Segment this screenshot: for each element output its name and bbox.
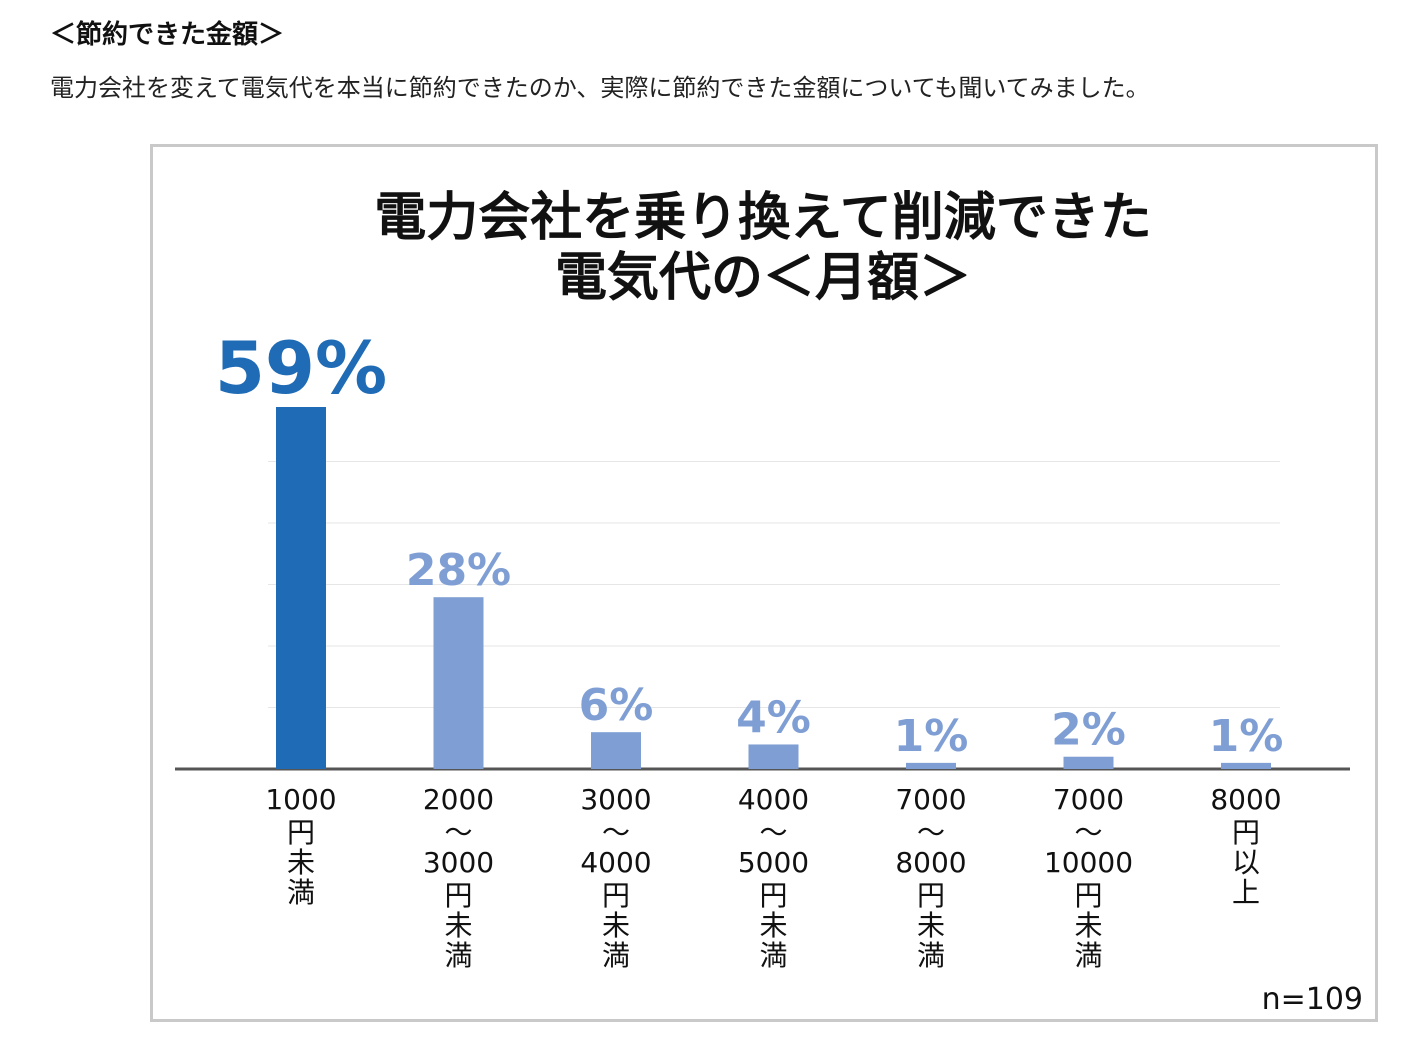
bar-3 (591, 732, 641, 769)
category-label-1-line-2: 円 (287, 816, 315, 849)
category-label-4-line-5: 未 (759, 909, 787, 942)
category-label-6-line-6: 満 (1074, 939, 1102, 972)
category-label-2-line-4: 円 (444, 879, 472, 912)
value-label-2: 28% (406, 545, 511, 596)
value-label-5: 1% (894, 711, 969, 762)
bar-2 (433, 597, 484, 769)
category-label-5-line-6: 満 (917, 939, 945, 972)
section-heading: ＜節約できた金額＞ (50, 20, 285, 50)
category-label-5-line-3: 8000 (895, 846, 966, 879)
chart-title-line-1: 電力会社を乗り換えて削減できた (374, 188, 1151, 248)
category-label-7-line-4: 上 (1232, 876, 1260, 909)
bar-chart: 電力会社を乗り換えて削減できた電気代の＜月額＞59%1000円未満28%2000… (175, 188, 1363, 1017)
category-label-1-line-4: 満 (287, 876, 315, 909)
category-label-5-line-4: 円 (917, 879, 945, 912)
chart-frame: 電力会社を乗り換えて削減できた 電気代の＜月額＞ 59% 1000 円未満 28% 2000… (150, 144, 1378, 1022)
category-label-6-line-2: 〜 (1074, 816, 1102, 849)
value-label-3: 6% (579, 680, 654, 731)
value-label-6: 2% (1051, 705, 1126, 756)
category-label-3-line-2: 〜 (602, 816, 630, 849)
value-label-4: 4% (736, 692, 811, 743)
category-label-6-line-5: 未 (1074, 909, 1102, 942)
category-label-1-line-1: 1000 (265, 783, 336, 816)
category-label-6-line-3: 10000 (1044, 846, 1133, 879)
bar-7 (1221, 762, 1271, 769)
category-label-2-line-2: 〜 (444, 816, 472, 849)
category-label-3-line-1: 3000 (580, 783, 651, 816)
value-label-1: 59% (215, 326, 387, 410)
category-label-2-line-3: 3000 (423, 846, 494, 879)
category-label-1-line-3: 未 (287, 846, 315, 879)
category-label-4-line-2: 〜 (759, 816, 787, 849)
category-label-4-line-3: 5000 (738, 846, 809, 879)
sample-size-label: n=109 (1262, 982, 1363, 1017)
bar-4 (748, 744, 799, 769)
category-label-3-line-6: 満 (602, 939, 630, 972)
category-label-6-line-4: 円 (1074, 879, 1102, 912)
category-label-6-line-1: 7000 (1053, 783, 1124, 816)
intro-text: 電力会社を変えて電気代を本当に節約できたのか、実際に節約できた金額についても聞い… (50, 74, 1150, 102)
chart-title-line-2: 電気代の＜月額＞ (555, 248, 971, 308)
category-label-4-line-1: 4000 (738, 783, 809, 816)
category-label-3-line-3: 4000 (580, 846, 651, 879)
category-label-4-line-6: 満 (759, 939, 787, 972)
category-label-7-line-2: 円 (1232, 816, 1260, 849)
category-label-2-line-1: 2000 (423, 783, 494, 816)
category-label-5-line-1: 7000 (895, 783, 966, 816)
category-label-3-line-4: 円 (602, 879, 630, 912)
category-label-7-line-3: 以 (1232, 846, 1260, 879)
category-label-5-line-5: 未 (917, 909, 945, 942)
bar-6 (1063, 756, 1114, 769)
value-label-7: 1% (1209, 711, 1284, 762)
bar-5 (906, 762, 956, 769)
category-label-2-line-5: 未 (444, 909, 472, 942)
category-label-4-line-4: 円 (759, 879, 787, 912)
category-label-5-line-2: 〜 (917, 816, 945, 849)
category-label-2-line-6: 満 (444, 939, 472, 972)
category-label-7-line-1: 8000 (1210, 783, 1281, 816)
bar-1 (276, 407, 326, 769)
category-label-3-line-5: 未 (602, 909, 630, 942)
